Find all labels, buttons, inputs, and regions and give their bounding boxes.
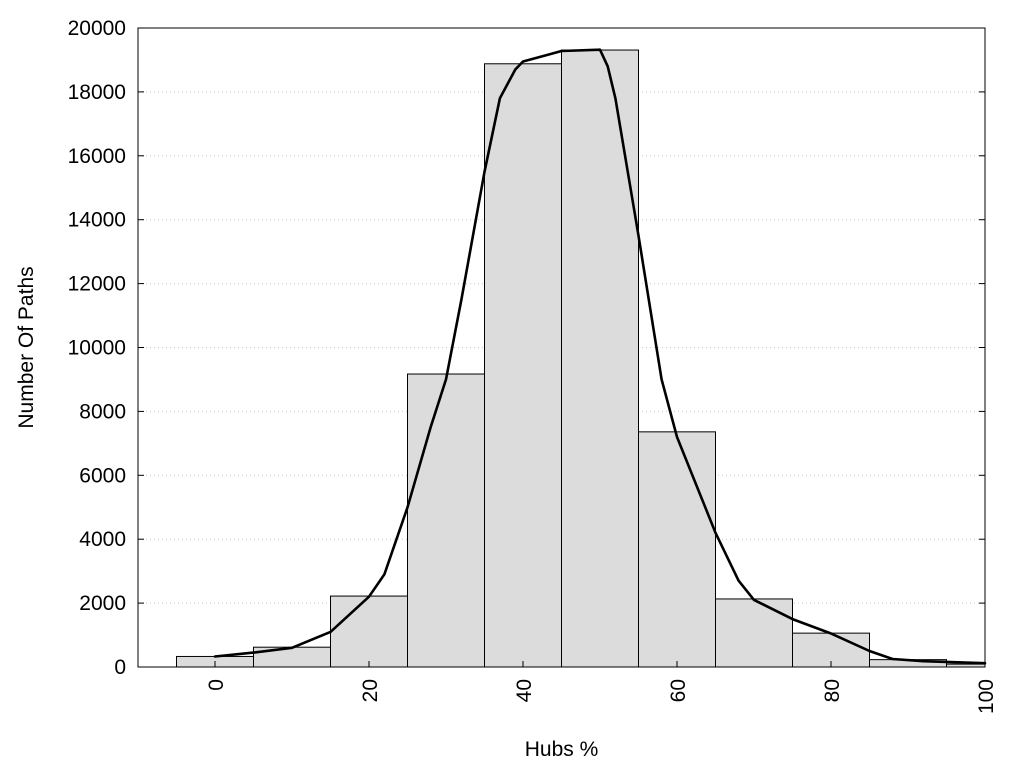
histogram-bar bbox=[484, 63, 562, 668]
x-tick-label: 0 bbox=[205, 679, 228, 691]
y-tick-label: 10000 bbox=[68, 337, 126, 360]
y-tick-label: 4000 bbox=[79, 528, 126, 551]
x-axis-ticks: 0 20 40 60 80 100 bbox=[205, 661, 998, 714]
density-curve bbox=[213, 48, 987, 665]
y-axis-label: Number Of Paths bbox=[15, 266, 38, 428]
x-axis-label: Hubs % bbox=[525, 738, 599, 761]
density-curve-line bbox=[213, 48, 987, 665]
x-tick-label: 60 bbox=[667, 679, 690, 702]
histogram-bar bbox=[330, 595, 408, 668]
histogram-bar bbox=[715, 598, 793, 668]
x-tick-label: 40 bbox=[513, 679, 536, 702]
y-tick-label: 2000 bbox=[79, 592, 126, 615]
y-tick-label: 0 bbox=[114, 656, 126, 679]
y-tick-label: 20000 bbox=[68, 17, 126, 40]
histogram-bar bbox=[407, 373, 485, 668]
histogram-bar bbox=[561, 49, 639, 668]
y-axis-ticks: 0 2000 4000 6000 8000 10000 12000 14000 16000 180… bbox=[68, 17, 985, 679]
x-tick-label: 100 bbox=[975, 679, 998, 714]
x-tick-label: 80 bbox=[821, 679, 844, 702]
y-tick-label: 18000 bbox=[68, 81, 126, 104]
y-tick-label: 12000 bbox=[68, 273, 126, 296]
y-tick-label: 14000 bbox=[68, 209, 126, 232]
histogram-bar bbox=[638, 431, 716, 668]
y-tick-label: 16000 bbox=[68, 145, 126, 168]
x-tick-label: 20 bbox=[359, 679, 382, 702]
y-tick-label: 6000 bbox=[79, 464, 126, 487]
bars bbox=[176, 49, 986, 668]
y-tick-label: 8000 bbox=[79, 400, 126, 423]
